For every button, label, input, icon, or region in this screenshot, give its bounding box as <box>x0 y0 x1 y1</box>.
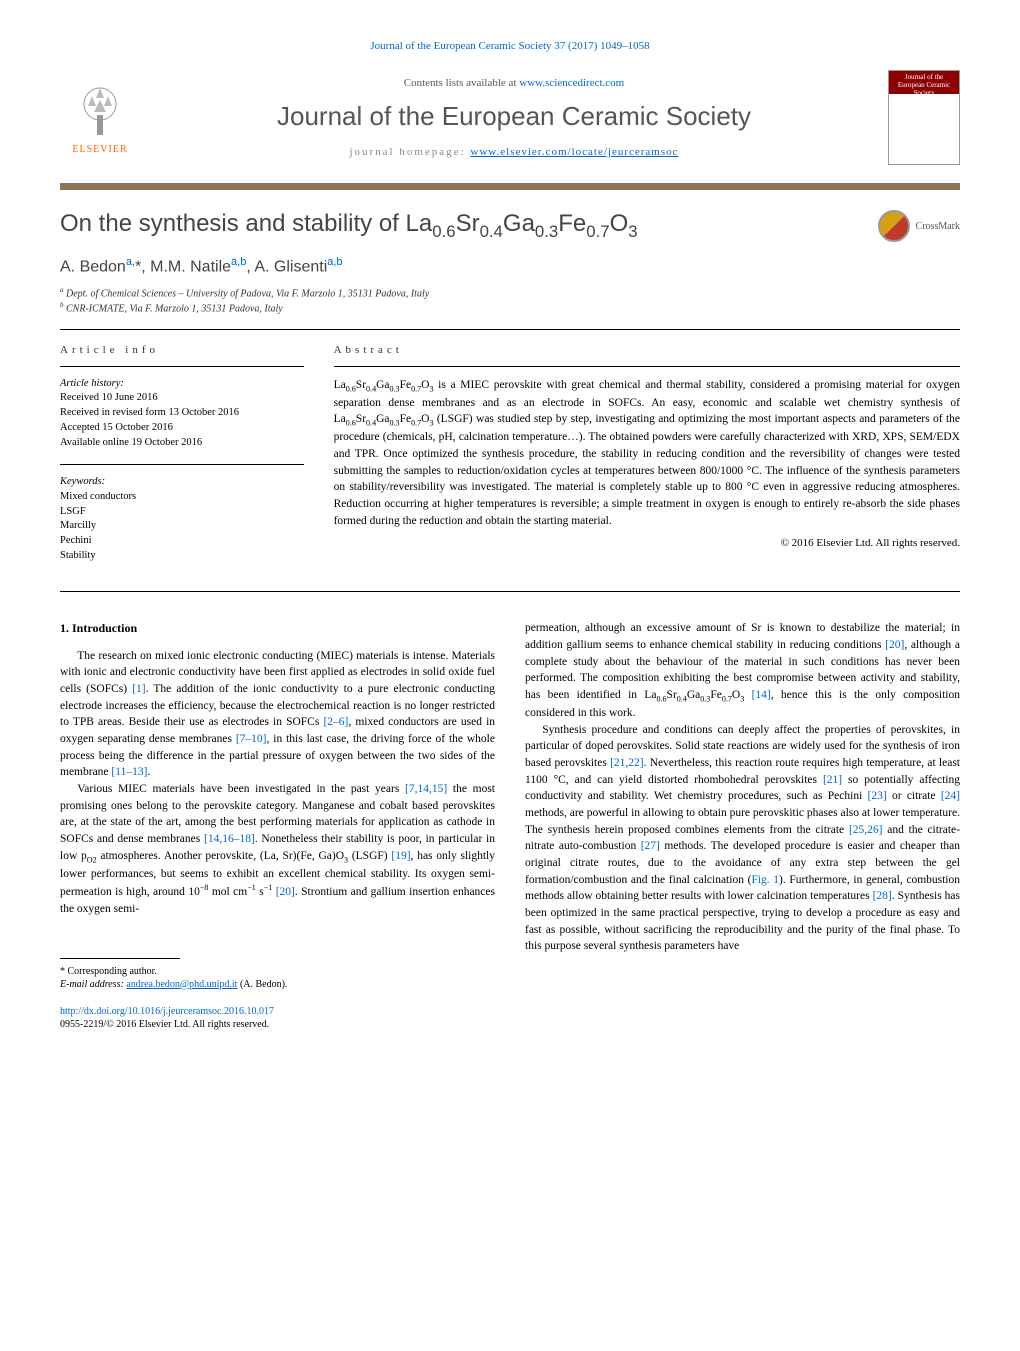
cover-title: Journal of the European Ceramic Society <box>889 71 959 99</box>
email-person: (A. Bedon). <box>237 979 287 990</box>
body-paragraph: The research on mixed ionic electronic c… <box>60 648 495 781</box>
article-title: On the synthesis and stability of La0.6S… <box>60 210 638 242</box>
corresponding-author-note: * Corresponding author. <box>60 965 495 978</box>
body-col-right: permeation, although an excessive amount… <box>525 620 960 1030</box>
keywords-divider <box>60 464 304 465</box>
doi-block: http://dx.doi.org/10.1016/j.jeurceramsoc… <box>60 1005 495 1031</box>
body-paragraph: Synthesis procedure and conditions can d… <box>525 722 960 955</box>
accent-rule <box>60 183 960 190</box>
keyword-item: LSGF <box>60 505 304 520</box>
elsevier-label: ELSEVIER <box>72 144 127 155</box>
keyword-item: Stability <box>60 549 304 564</box>
sciencedirect-link[interactable]: www.sciencedirect.com <box>519 77 624 89</box>
crossmark-icon <box>878 210 910 242</box>
keyword-item: Pechini <box>60 534 304 549</box>
keywords-head: Keywords: <box>60 475 304 490</box>
elsevier-tree-icon <box>70 80 130 140</box>
abstract-copyright: © 2016 Elsevier Ltd. All rights reserved… <box>334 537 960 549</box>
footnote-rule <box>60 958 180 959</box>
page-root: Journal of the European Ceramic Society … <box>0 0 1020 1071</box>
title-row: On the synthesis and stability of La0.6S… <box>60 210 960 256</box>
history-accepted: Accepted 15 October 2016 <box>60 421 304 436</box>
crossmark-badge[interactable]: CrossMark <box>878 210 960 242</box>
journal-name: Journal of the European Ceramic Society <box>140 101 888 132</box>
history-revised: Received in revised form 13 October 2016 <box>60 406 304 421</box>
crossmark-label: CrossMark <box>916 221 960 232</box>
article-history: Article history: Received 10 June 2016 R… <box>60 377 304 450</box>
homepage-prefix: journal homepage: <box>349 146 470 158</box>
keyword-item: Mixed conductors <box>60 490 304 505</box>
keywords-block: Keywords: Mixed conductors LSGF Marcilly… <box>60 475 304 563</box>
citation-header: Journal of the European Ceramic Society … <box>60 40 960 52</box>
elsevier-logo: ELSEVIER <box>60 73 140 163</box>
info-abstract-row: ARTICLE INFO Article history: Received 1… <box>60 344 960 578</box>
journal-info-block: Contents lists available at www.scienced… <box>140 77 888 158</box>
divider-top <box>60 329 960 330</box>
issn-copyright: 0955-2219/© 2016 Elsevier Ltd. All right… <box>60 1019 269 1030</box>
abstract-divider <box>334 366 960 367</box>
contents-line: Contents lists available at www.scienced… <box>140 77 888 89</box>
abstract-text: La0.6Sr0.4Ga0.3Fe0.7O3 is a MIEC perovsk… <box>334 377 960 530</box>
homepage-line: journal homepage: www.elsevier.com/locat… <box>140 146 888 158</box>
homepage-link[interactable]: www.elsevier.com/locate/jeurceramsoc <box>470 146 678 158</box>
abstract-label: ABSTRACT <box>334 344 960 356</box>
journal-cover-thumbnail: Journal of the European Ceramic Society <box>888 70 960 165</box>
history-online: Available online 19 October 2016 <box>60 436 304 451</box>
history-received: Received 10 June 2016 <box>60 391 304 406</box>
keyword-item: Marcilly <box>60 519 304 534</box>
author-list: A. Bedona,*, M.M. Natilea,b, A. Glisenti… <box>60 256 960 276</box>
history-head: Article history: <box>60 377 304 392</box>
body-paragraph: Various MIEC materials have been investi… <box>60 781 495 917</box>
info-divider <box>60 366 304 367</box>
article-info-label: ARTICLE INFO <box>60 344 304 356</box>
divider-bottom <box>60 591 960 592</box>
article-info-column: ARTICLE INFO Article history: Received 1… <box>60 344 304 578</box>
body-col-left: 1. Introduction The research on mixed io… <box>60 620 495 1030</box>
abstract-column: ABSTRACT La0.6Sr0.4Ga0.3Fe0.7O3 is a MIE… <box>334 344 960 578</box>
author-email-link[interactable]: andrea.bedon@phd.unipd.it <box>126 979 237 990</box>
email-label: E-mail address: <box>60 979 126 990</box>
body-paragraph: permeation, although an excessive amount… <box>525 620 960 721</box>
journal-header: ELSEVIER Contents lists available at www… <box>60 60 960 175</box>
affiliation-b: b CNR-ICMATE, Via F. Marzolo 1, 35131 Pa… <box>60 301 960 314</box>
affiliation-a: a Dept. of Chemical Sciences – Universit… <box>60 286 960 299</box>
body-columns: 1. Introduction The research on mixed io… <box>60 620 960 1030</box>
section-heading-intro: 1. Introduction <box>60 620 495 637</box>
doi-link[interactable]: http://dx.doi.org/10.1016/j.jeurceramsoc… <box>60 1006 274 1017</box>
contents-prefix: Contents lists available at <box>404 77 519 89</box>
email-line: E-mail address: andrea.bedon@phd.unipd.i… <box>60 978 495 991</box>
